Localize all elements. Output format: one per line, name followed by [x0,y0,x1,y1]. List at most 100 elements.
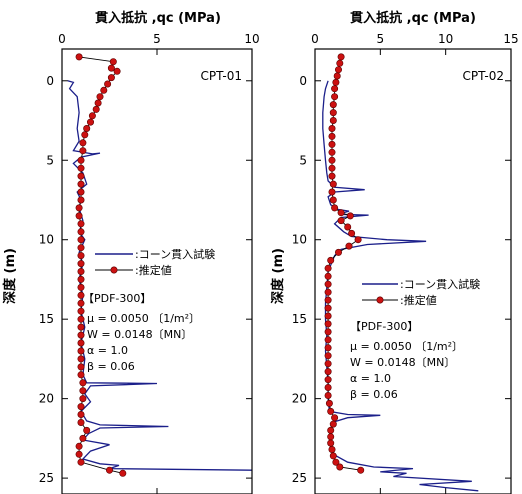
data-point-estimated [336,59,344,67]
data-point-estimated [331,414,339,422]
chart-2-param-3: W = 0.0148〔MN〕 [350,356,455,369]
data-point-estimated [77,355,85,363]
chart-cpt-02: 貫入抵抗 ,qc (MPa) 深度 (m) 0 5 10 15 0 5 10 15 20 25 C… [270,10,519,494]
data-point-estimated [324,280,332,288]
chart-2-plot-frame [314,48,512,494]
data-point-estimated [346,212,354,220]
y-tick-label: 15 [292,312,307,326]
data-point-estimated [94,99,102,107]
data-point-estimated [77,315,85,323]
data-point-estimated [77,188,85,196]
data-point-estimated [329,180,337,188]
data-point-estimated [119,469,127,477]
series-estimated-line [78,56,123,474]
data-point-estimated [77,196,85,204]
chart-1-legend-item-1: :コーン貫入試験 [135,247,215,261]
data-point-estimated [324,272,332,280]
data-point-estimated [337,53,345,61]
data-point-estimated [79,387,87,395]
chart-1-label: CPT-01 [201,69,242,83]
chart-1-legend: :コーン貫入試験 :推定値 [95,247,215,277]
data-point-estimated [328,132,336,140]
x-tick-label: 5 [153,32,161,46]
chart-2-label: CPT-02 [463,69,504,83]
data-point-estimated [331,204,339,212]
data-point-estimated [324,296,332,304]
data-point-estimated [327,426,335,434]
data-point-estimated [329,101,337,109]
data-point-estimated [77,418,85,426]
data-point-estimated [337,217,345,225]
data-point-estimated [327,433,335,441]
data-point-estimated [77,180,85,188]
data-point-estimated [77,172,85,180]
data-point-estimated [88,112,96,120]
data-point-estimated [324,344,332,352]
data-point-estimated [75,450,83,458]
data-point-estimated [345,242,353,250]
data-point-estimated [107,74,115,82]
chart-2-ylabel: 深度 (m) [270,248,286,304]
data-point-estimated [328,148,336,156]
data-point-estimated [327,439,335,447]
chart-1-parameters: 【PDF-300】 μ = 0.0050 〔1/m²〕 W = 0.0148〔M… [83,292,200,373]
data-point-estimated [77,403,85,411]
data-point-estimated [324,312,332,320]
data-point-estimated [334,66,342,74]
data-point-estimated [329,117,337,125]
y-tick-label: 10 [292,233,307,247]
chart-2-legend-marker [376,296,384,304]
data-point-estimated [79,434,87,442]
data-point-estimated [324,383,332,391]
y-tick-label: 10 [39,233,54,247]
data-point-estimated [329,420,337,428]
data-point-estimated [324,328,332,336]
chart-2-param-2: μ = 0.0050 〔1/m²〕 [350,340,463,353]
data-point-estimated [337,209,345,217]
y-tick-label: 20 [39,392,54,406]
y-tick-label: 0 [299,74,307,88]
x-tick-label: 10 [244,32,259,46]
data-point-estimated [77,220,85,228]
data-point-estimated [333,72,341,80]
chart-2-legend-item-2: :推定値 [400,293,437,307]
chart-2-series [322,53,479,492]
data-point-estimated [77,275,85,283]
data-point-estimated [109,58,117,66]
chart-1-param-1: 【PDF-300】 [83,292,151,305]
data-point-estimated [107,64,115,72]
data-point-estimated [328,188,336,196]
data-point-estimated [83,125,91,133]
x-tick-label: 0 [58,32,66,46]
data-point-estimated [77,267,85,275]
data-point-estimated [331,93,339,101]
data-point-estimated [331,85,339,93]
data-point-estimated [83,426,91,434]
chart-1-ylabel: 深度 (m) [2,248,18,304]
chart-2-legend: :コーン貫入試験 :推定値 [362,277,480,307]
data-point-estimated [332,78,340,86]
data-point-estimated [324,352,332,360]
data-point-estimated [77,283,85,291]
data-point-estimated [329,109,337,117]
data-point-estimated [77,291,85,299]
chart-cpt-01: 貫入抵抗 ,qc (MPa) 深度 (m) 0 5 10 0 5 10 15 20 25 CPT… [2,10,260,494]
y-tick-label: 5 [46,153,54,167]
x-tick-label: 10 [438,32,453,46]
data-point-estimated [75,212,83,220]
data-point-estimated [328,140,336,148]
data-point-estimated [77,331,85,339]
chart-1-param-4: α = 1.0 [87,344,128,357]
data-point-estimated [79,379,87,387]
data-point-estimated [100,86,108,94]
data-point-estimated [96,93,104,101]
data-point-estimated [328,156,336,164]
data-point-estimated [77,156,85,164]
chart-1-param-3: W = 0.0148〔MN〕 [87,328,192,341]
data-point-estimated [79,395,87,403]
y-tick-label: 25 [292,471,307,485]
data-point-estimated [344,223,352,231]
data-point-estimated [77,236,85,244]
chart-2-title: 貫入抵抗 ,qc (MPa) [350,10,476,26]
